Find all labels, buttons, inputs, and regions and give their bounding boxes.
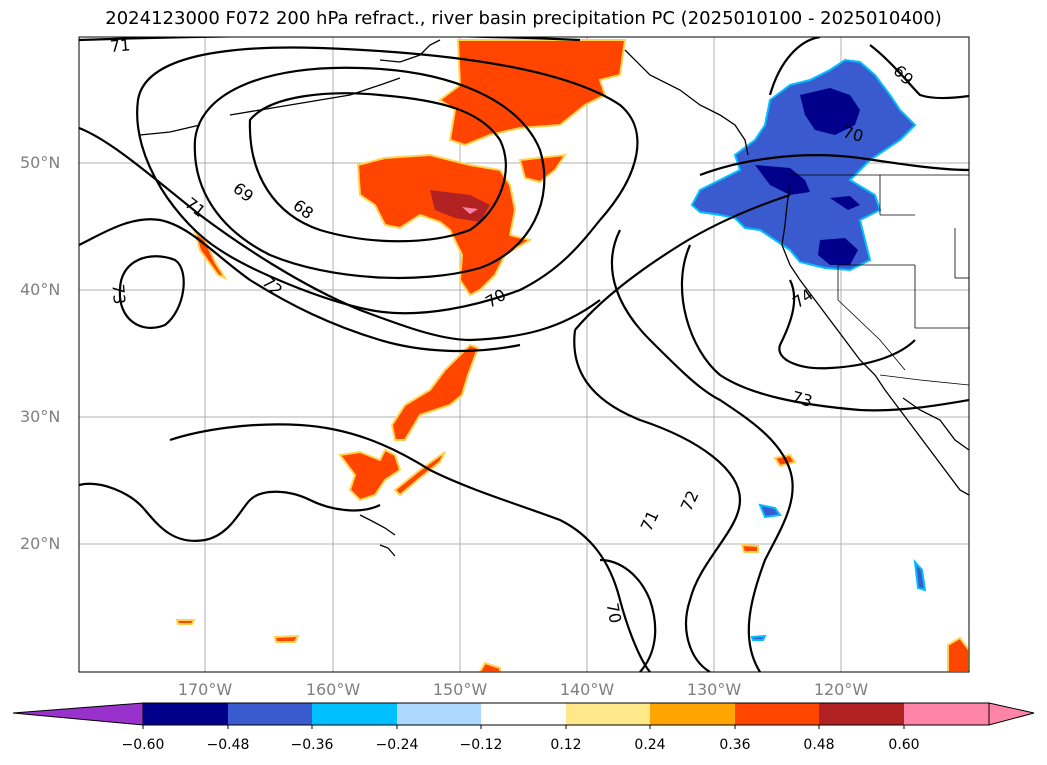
lat-label: 50°N	[20, 153, 61, 172]
positive-region-strong	[430, 190, 490, 222]
lat-label: 20°N	[20, 534, 61, 553]
positive-region-subtropical	[390, 343, 480, 441]
negative-region-small-2	[913, 558, 927, 592]
positive-region-corner	[947, 636, 969, 672]
contour-73-loop	[118, 255, 185, 329]
lat-label: 30°N	[20, 407, 61, 426]
colorbar-segment	[143, 703, 228, 725]
contour-71-west	[79, 126, 601, 342]
lat-label: 40°N	[20, 280, 61, 299]
positive-region-small-3	[273, 634, 300, 643]
colorbar-segment	[735, 703, 819, 725]
contour-72	[79, 218, 521, 353]
contour-label: 73	[108, 283, 129, 305]
contour-71-east-2	[573, 329, 742, 672]
contour-69-east	[768, 37, 821, 96]
contour-label: 73	[790, 387, 815, 411]
contour-73-south-loop	[599, 558, 657, 672]
positive-region-small-2	[740, 543, 759, 553]
contour-label: 70	[603, 601, 625, 624]
contour-69-west	[193, 66, 546, 280]
colorbar-segment	[650, 703, 735, 725]
positive-region-central	[356, 153, 533, 297]
contour-71-east	[574, 193, 791, 331]
positive-region-patch	[518, 153, 568, 184]
contour-68	[248, 92, 507, 243]
colorbar-segment	[481, 703, 566, 725]
colorbar-tick-label: −0.60	[121, 737, 165, 753]
negative-region-pnw	[690, 58, 917, 272]
colorbar-tick-label: 0.12	[550, 737, 582, 753]
colorbar-segment	[228, 703, 312, 725]
colorbar-tick-label: −0.48	[206, 737, 250, 753]
map-frame	[78, 36, 970, 673]
negative-region-strong-north	[800, 88, 860, 135]
colorbar-tick-label: 0.60	[888, 737, 920, 753]
lon-label: 170°W	[177, 680, 233, 699]
colorbar-tick-label: −0.24	[375, 737, 419, 753]
lon-label: 130°W	[686, 680, 742, 699]
map-title: 2024123000 F072 200 hPa refract., river …	[105, 8, 942, 29]
contour-70-north	[136, 46, 639, 315]
negative-region-small-3	[750, 634, 767, 641]
positive-anomaly-regions	[175, 39, 969, 672]
positive-region-strong-2	[462, 207, 478, 214]
contour-label: 71	[109, 35, 131, 56]
positive-region-subtropical-2	[338, 448, 402, 502]
positive-region-subtropical-3	[393, 451, 446, 497]
colorbar-segment	[397, 703, 481, 725]
colorbar-tick-label: −0.36	[290, 737, 334, 753]
refractivity-contours	[79, 37, 969, 672]
colorbar-tick-label: −0.12	[459, 737, 503, 753]
colorbar-segment	[904, 703, 989, 725]
colorbar-tick-label: 0.48	[803, 737, 835, 753]
lon-label: 160°W	[305, 680, 361, 699]
negative-anomaly-regions	[690, 58, 927, 641]
negative-region-strong-south	[818, 238, 858, 265]
colorbar-tick-label: 0.36	[719, 737, 751, 753]
colorbar-tick-label: 0.24	[634, 737, 666, 753]
political-borders	[790, 174, 969, 386]
colorbar-segment	[566, 703, 650, 725]
contour-72-east	[610, 229, 794, 672]
colorbar	[12, 702, 1035, 729]
colorbar-extend-high	[988, 702, 1035, 726]
positive-region-gulf-alaska	[438, 39, 627, 147]
colorbar-segment	[819, 703, 904, 725]
negative-region-strong-east	[830, 196, 860, 210]
lon-label: 140°W	[559, 680, 615, 699]
lon-label: 120°W	[813, 680, 869, 699]
negative-region-small-1	[758, 503, 782, 519]
contour-label: 70	[841, 122, 866, 146]
contour-70-east	[699, 154, 969, 177]
contour-74	[778, 279, 916, 370]
positive-region-small-5	[478, 661, 501, 672]
contour-69-east-2	[869, 44, 969, 100]
contour-73	[680, 244, 969, 412]
contour-71-south	[79, 482, 381, 542]
lon-label: 150°W	[432, 680, 488, 699]
contour-70-south	[169, 423, 651, 672]
colorbar-extend-low	[12, 702, 144, 726]
colorbar-segment	[312, 703, 397, 725]
positive-region-small-4	[175, 619, 196, 625]
negative-region-strong-west	[755, 165, 810, 195]
